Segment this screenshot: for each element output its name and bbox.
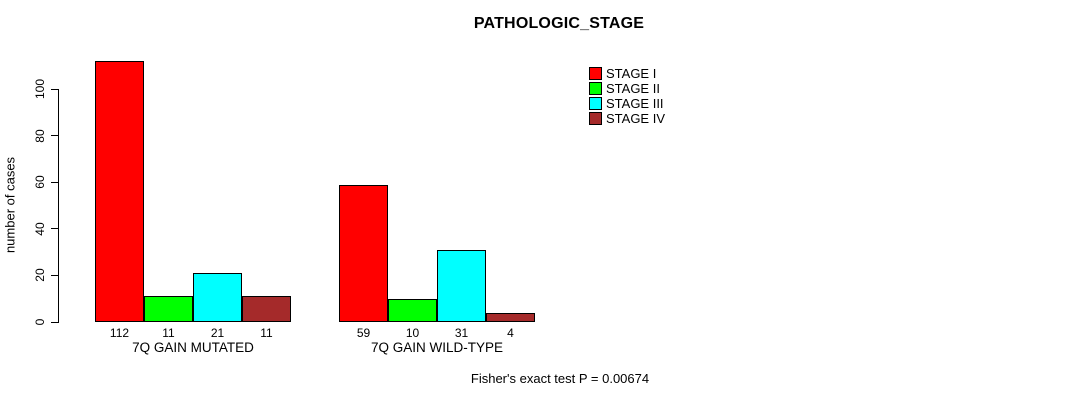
legend-label: STAGE III	[606, 96, 664, 111]
y-tick-label: 60	[33, 175, 47, 189]
y-tick-mark	[51, 181, 58, 183]
bar-value-label: 59	[356, 326, 371, 340]
bar-value-label: 31	[454, 326, 469, 340]
bar-value-label: 21	[210, 326, 225, 340]
group-label: 7Q GAIN MUTATED	[132, 340, 254, 355]
annotation-pvalue: Fisher's exact test P = 0.00674	[470, 371, 650, 386]
y-tick-label: 40	[33, 222, 47, 236]
bar-value-label: 112	[109, 326, 130, 340]
legend-item: STAGE II	[589, 81, 665, 96]
legend-swatch-icon	[589, 112, 602, 125]
bar-value-label: 11	[162, 326, 175, 340]
bar-stage-ii	[144, 296, 193, 322]
y-tick-label: 0	[33, 318, 47, 326]
y-tick-label: 80	[33, 128, 47, 143]
bar-value-label: 4	[507, 326, 514, 340]
legend-swatch-icon	[589, 67, 602, 80]
legend-label: STAGE II	[606, 81, 660, 96]
y-axis-line	[58, 89, 59, 323]
legend: STAGE I STAGE II STAGE III STAGE IV	[589, 66, 665, 126]
legend-item: STAGE IV	[589, 111, 665, 126]
bar-value-label: 11	[260, 326, 273, 340]
bar-stage-i	[95, 61, 144, 322]
y-tick-label: 20	[33, 268, 47, 283]
legend-swatch-icon	[589, 82, 602, 95]
bar-stage-iii	[437, 250, 486, 322]
y-tick-mark	[51, 135, 58, 137]
bar-value-label: 10	[405, 326, 420, 340]
bar-stage-iii	[193, 273, 242, 322]
chart-title: PATHOLOGIC_STAGE	[473, 15, 645, 32]
y-tick-mark	[51, 274, 58, 276]
y-tick-mark	[51, 321, 58, 323]
bar-stage-iv	[486, 313, 535, 322]
legend-item: STAGE III	[589, 96, 665, 111]
y-tick-label: 100	[33, 78, 47, 100]
legend-item: STAGE I	[589, 66, 665, 81]
legend-swatch-icon	[589, 97, 602, 110]
y-tick-mark	[51, 228, 58, 230]
legend-label: STAGE IV	[606, 111, 665, 126]
group-label: 7Q GAIN WILD-TYPE	[370, 340, 504, 355]
y-tick-mark	[51, 88, 58, 90]
y-axis-label: number of cases	[2, 156, 18, 254]
bar-stage-i	[339, 185, 388, 322]
legend-label: STAGE I	[606, 66, 657, 81]
bar-stage-ii	[388, 299, 437, 322]
bar-stage-iv	[242, 296, 291, 322]
